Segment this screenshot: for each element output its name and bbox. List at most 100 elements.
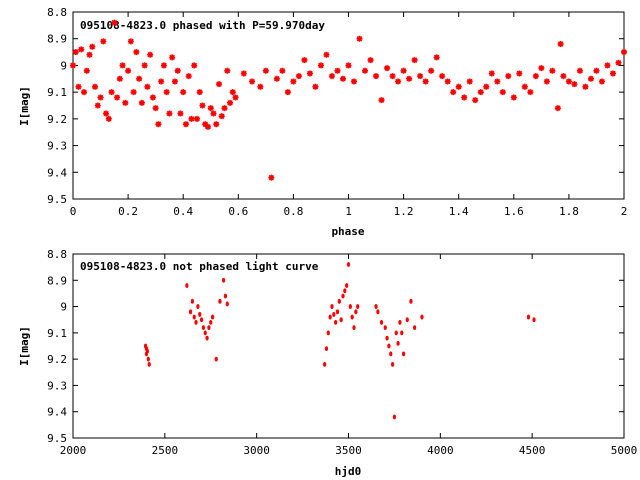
y-tick-label: 9.5 <box>47 193 67 206</box>
data-point <box>136 75 143 82</box>
chart-title: 095108-4823.0 not phased light curve <box>80 260 319 273</box>
data-point <box>466 78 473 85</box>
data-point <box>352 325 356 330</box>
y-tick-labels: 8.8 8.9 9 9.1 9.2 9.3 9.4 9.5 <box>47 248 624 445</box>
x-tick-label: 3500 <box>335 444 362 457</box>
data-point <box>609 70 616 77</box>
data-point <box>171 78 178 85</box>
data-point <box>284 89 291 96</box>
data-point <box>323 362 327 367</box>
y-tick-label: 8.9 <box>47 33 67 46</box>
data-point <box>185 283 189 288</box>
x-tick-label: 0.2 <box>118 205 138 218</box>
data-point <box>199 317 204 323</box>
data-point <box>92 83 99 90</box>
data-point <box>317 62 324 69</box>
data-point <box>389 73 396 80</box>
data-point <box>439 73 446 80</box>
data-point <box>554 105 561 112</box>
plot-frame <box>72 253 625 439</box>
data-point <box>138 99 145 106</box>
data-point <box>400 67 407 74</box>
data-point <box>97 94 104 101</box>
data-point <box>114 94 121 101</box>
data-point <box>494 78 501 85</box>
data-point <box>144 83 151 90</box>
data-point <box>510 94 517 101</box>
data-point <box>147 51 154 58</box>
data-point <box>521 83 528 90</box>
data-point <box>166 110 173 117</box>
y-tick-label: 9 <box>60 59 67 72</box>
data-point <box>273 75 280 82</box>
data-points <box>70 19 627 181</box>
data-points <box>143 262 536 420</box>
x-tick-label: 4000 <box>427 444 454 457</box>
data-point <box>335 309 340 315</box>
data-point <box>180 89 187 96</box>
data-point <box>205 335 209 341</box>
data-point <box>405 317 409 323</box>
data-point <box>354 309 358 315</box>
data-point <box>455 83 462 90</box>
data-point <box>433 54 440 61</box>
data-point <box>477 89 484 96</box>
data-point <box>532 73 539 80</box>
data-point <box>222 277 226 283</box>
data-point <box>194 319 198 325</box>
data-point <box>343 288 347 294</box>
data-point <box>383 325 387 330</box>
data-point <box>188 309 193 315</box>
data-point <box>209 319 213 325</box>
data-point <box>141 62 148 69</box>
data-point <box>155 121 162 128</box>
data-point <box>406 75 413 82</box>
data-point <box>72 49 79 56</box>
data-point <box>94 102 101 109</box>
data-point <box>483 83 490 90</box>
data-point <box>100 38 107 45</box>
data-point <box>488 70 495 77</box>
data-point <box>301 57 308 64</box>
y-tick-label: 9.1 <box>47 327 67 340</box>
x-tick-label: 4500 <box>519 444 546 457</box>
data-point <box>146 356 150 362</box>
data-point <box>565 78 572 85</box>
data-point <box>394 330 398 336</box>
data-point <box>389 351 393 357</box>
data-point <box>593 67 600 74</box>
data-point <box>103 110 110 117</box>
data-point <box>538 65 545 72</box>
data-point <box>428 67 435 74</box>
data-point <box>198 312 202 317</box>
y-tick-labels: 8.8 8.9 9 9.1 9.2 9.3 9.4 9.5 <box>47 6 624 206</box>
data-point <box>196 89 203 96</box>
data-point <box>516 70 523 77</box>
data-point <box>210 314 215 320</box>
data-point <box>116 75 123 82</box>
data-point <box>174 67 181 74</box>
x-tick-label: 3000 <box>243 444 270 457</box>
data-point <box>203 330 207 336</box>
unphased-light-curve-panel: 095108-4823.0 not phased light curve hjd… <box>18 248 637 478</box>
data-point <box>225 301 229 307</box>
y-axis-label: I[mag] <box>18 326 31 366</box>
data-point <box>147 362 151 367</box>
y-tick-label: 9.4 <box>47 406 67 419</box>
data-point <box>216 81 223 88</box>
x-tick-label: 1.8 <box>559 205 579 218</box>
data-point <box>337 298 341 304</box>
y-tick-label: 9.4 <box>47 166 67 179</box>
data-point <box>411 57 418 64</box>
data-point <box>323 51 330 58</box>
data-point <box>192 314 196 320</box>
data-point <box>341 293 345 299</box>
data-point <box>89 43 96 50</box>
data-point <box>240 70 247 77</box>
data-point <box>295 73 302 80</box>
data-point <box>557 41 564 48</box>
data-point <box>396 340 400 346</box>
data-point <box>560 73 567 80</box>
data-point <box>149 94 156 101</box>
data-point <box>385 335 389 341</box>
